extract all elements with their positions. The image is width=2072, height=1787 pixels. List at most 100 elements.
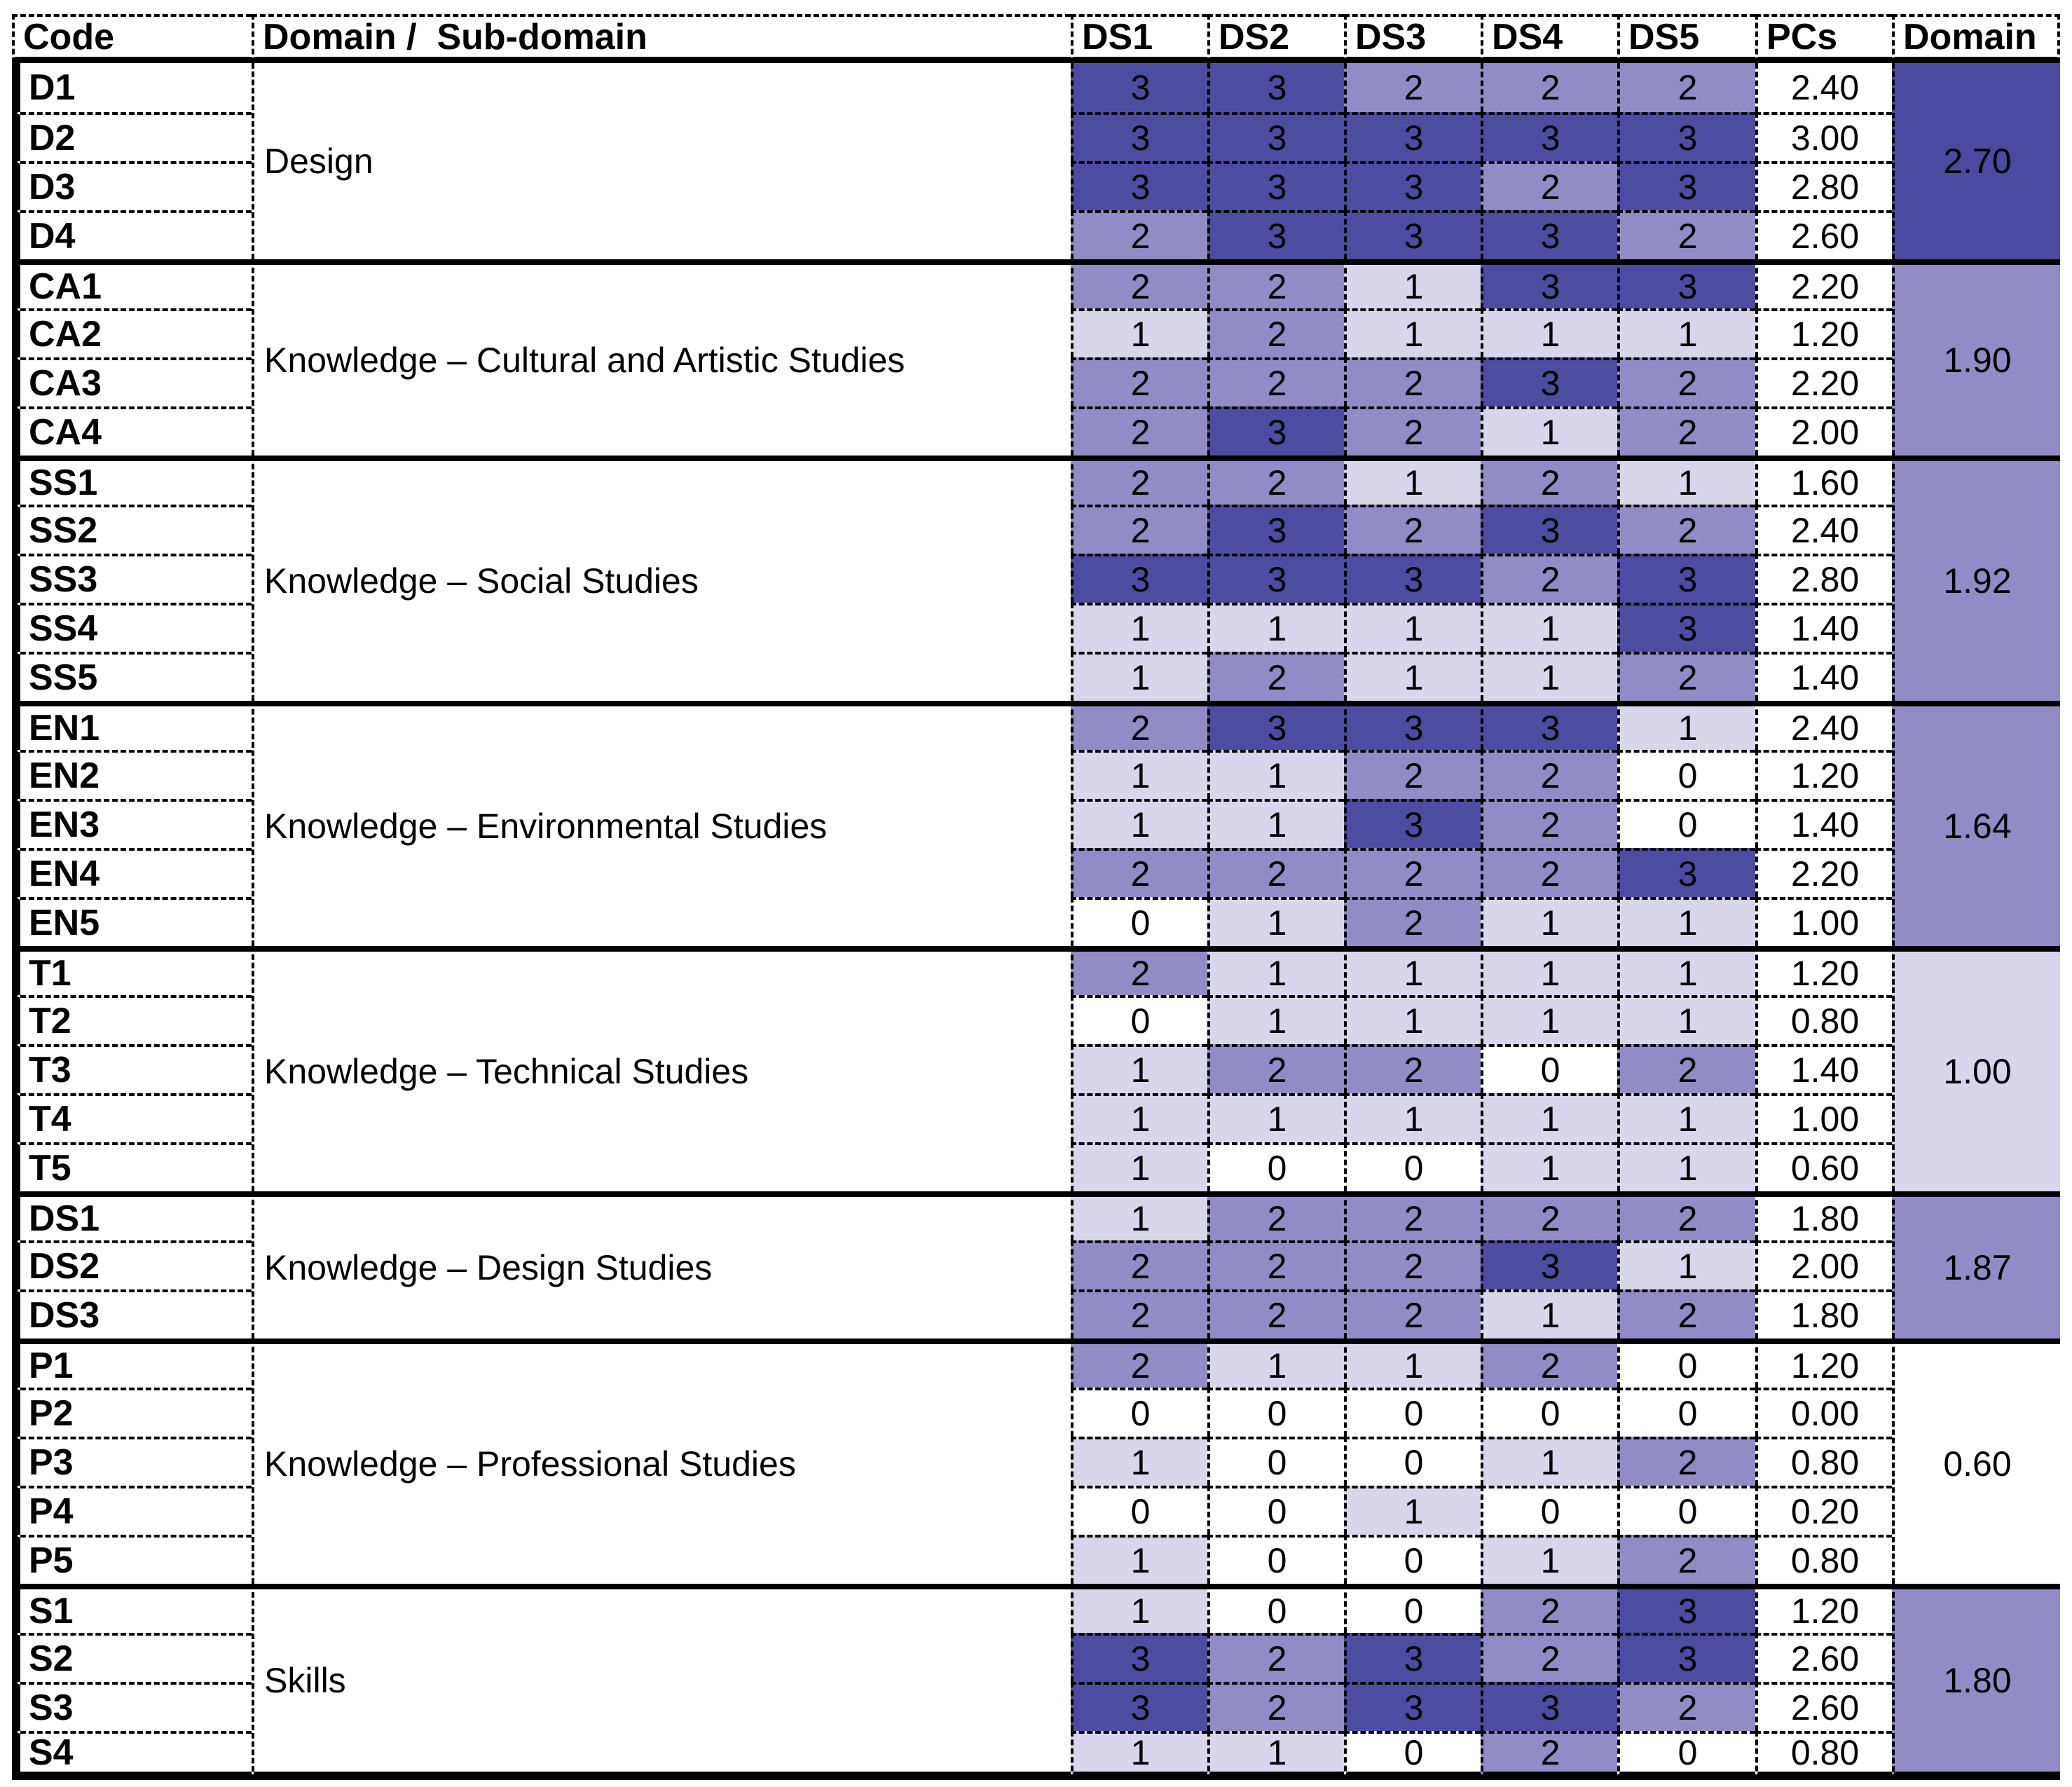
score-cell: 3 [1207,505,1344,554]
score-cell: 0 [1071,1388,1207,1437]
score-cell: 3 [1617,259,1755,308]
score-cell: 2 [1071,946,1207,995]
score-cell: 2 [1617,505,1755,554]
score-cell: 3 [1481,259,1617,308]
score-cell: 2 [1344,505,1481,554]
score-cell: 1 [1344,995,1481,1044]
score-cell: 2 [1207,1289,1344,1338]
code-cell: D4 [12,210,252,259]
score-cell: 0 [1071,897,1207,946]
score-cell: 3 [1207,161,1344,210]
score-cell: 1 [1207,750,1344,799]
pcs-cell: 1.40 [1755,603,1892,652]
pcs-cell: 2.60 [1755,210,1892,259]
score-cell: 1 [1071,1044,1207,1093]
domain-average-cell: 2.70 [1892,63,2060,259]
pcs-cell: 1.80 [1755,1289,1892,1338]
subdomain-cell: Knowledge – Social Studies [252,456,1071,701]
score-cell: 3 [1481,1682,1617,1731]
score-cell: 0 [1071,995,1207,1044]
score-cell: 0 [1481,1044,1617,1093]
score-cell: 2 [1207,652,1344,701]
pcs-cell: 2.20 [1755,259,1892,308]
score-cell: 1 [1617,1240,1755,1289]
score-cell: 1 [1071,799,1207,848]
score-cell: 0 [1207,1584,1344,1633]
code-cell: D1 [12,63,252,112]
pcs-cell: 2.40 [1755,505,1892,554]
score-cell: 3 [1071,554,1207,603]
pcs-cell: 2.00 [1755,1240,1892,1289]
pcs-cell: 1.20 [1755,1584,1892,1633]
pcs-cell: 1.40 [1755,1044,1892,1093]
pcs-cell: 2.80 [1755,161,1892,210]
header-code: Code [12,14,252,63]
score-cell: 1 [1617,1093,1755,1142]
score-cell: 2 [1617,652,1755,701]
score-cell: 1 [1344,1338,1481,1388]
score-cell: 2 [1481,1633,1617,1682]
score-cell: 2 [1617,1535,1755,1584]
score-cell: 1 [1617,1142,1755,1191]
score-cell: 1 [1481,995,1617,1044]
pcs-cell: 2.40 [1755,701,1892,750]
pcs-cell: 2.40 [1755,63,1892,112]
pcs-cell: 1.80 [1755,1191,1892,1240]
pcs-cell: 1.00 [1755,1093,1892,1142]
score-cell: 2 [1481,1731,1617,1780]
score-cell: 1 [1481,1535,1617,1584]
pcs-cell: 0.20 [1755,1486,1892,1535]
score-cell: 2 [1344,1044,1481,1093]
score-cell: 3 [1344,210,1481,259]
score-cell: 1 [1071,1191,1207,1240]
domain-average-cell: 0.60 [1892,1338,2060,1584]
score-cell: 2 [1344,63,1481,112]
score-cell: 1 [1481,946,1617,995]
score-cell: 1 [1481,652,1617,701]
score-cell: 1 [1207,1731,1344,1780]
pcs-cell: 0.80 [1755,1731,1892,1780]
score-cell: 2 [1071,1289,1207,1338]
code-cell: SS5 [12,652,252,701]
pcs-cell: 0.60 [1755,1142,1892,1191]
score-cell: 2 [1207,1044,1344,1093]
score-cell: 2 [1617,1682,1755,1731]
score-cell: 1 [1617,701,1755,750]
pcs-cell: 2.20 [1755,357,1892,406]
score-cell: 2 [1344,897,1481,946]
pcs-cell: 2.00 [1755,406,1892,456]
score-cell: 2 [1617,406,1755,456]
score-cell: 3 [1071,112,1207,161]
code-cell: CA4 [12,406,252,456]
score-cell: 1 [1344,1486,1481,1535]
score-cell: 3 [1617,161,1755,210]
score-cell: 2 [1207,308,1344,357]
subdomain-cell: Knowledge – Technical Studies [252,946,1071,1191]
pcs-cell: 2.80 [1755,554,1892,603]
score-cell: 1 [1617,946,1755,995]
score-cell: 3 [1071,63,1207,112]
score-cell: 2 [1071,259,1207,308]
score-cell: 3 [1481,357,1617,406]
score-cell: 1 [1071,1142,1207,1191]
score-cell: 2 [1207,357,1344,406]
score-cell: 3 [1344,799,1481,848]
subdomain-cell: Knowledge – Professional Studies [252,1338,1071,1584]
score-cell: 1 [1207,799,1344,848]
score-cell: 1 [1071,1535,1207,1584]
score-cell: 3 [1207,701,1344,750]
score-cell: 1 [1207,995,1344,1044]
score-cell: 2 [1481,1584,1617,1633]
pcs-cell: 1.20 [1755,1338,1892,1388]
domain-average-cell: 1.64 [1892,701,2060,946]
score-cell: 1 [1344,259,1481,308]
score-cell: 2 [1344,406,1481,456]
score-cell: 2 [1207,456,1344,505]
score-cell: 2 [1617,1289,1755,1338]
code-cell: T3 [12,1044,252,1093]
pcs-cell: 0.00 [1755,1388,1892,1437]
code-cell: S1 [12,1584,252,1633]
score-cell: 2 [1207,1633,1344,1682]
score-cell: 3 [1344,1633,1481,1682]
score-cell: 1 [1344,603,1481,652]
